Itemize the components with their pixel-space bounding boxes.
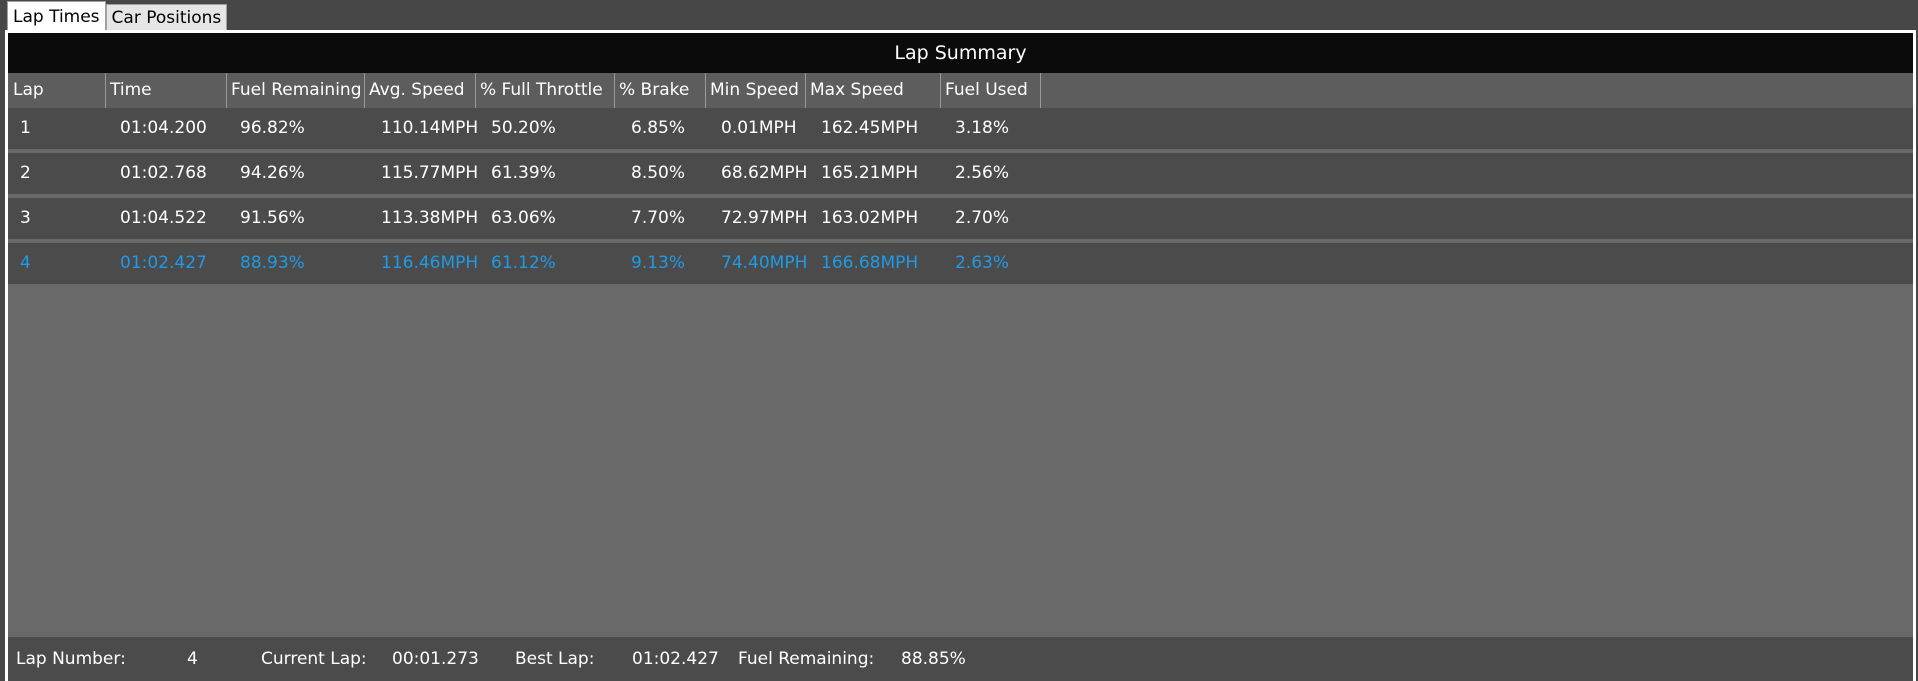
cell-full-throttle: 50.20% bbox=[491, 118, 556, 138]
cell-fuel-used: 2.63% bbox=[955, 253, 1010, 273]
column-header-fuel-remaining[interactable]: Fuel Remaining bbox=[226, 73, 365, 108]
cell-min-speed: 68.62MPH bbox=[721, 163, 808, 183]
cell-fuel-used: 2.70% bbox=[955, 208, 1010, 228]
tab-lap-times[interactable]: Lap Times bbox=[7, 1, 106, 31]
table-row[interactable]: 3 01:04.522 91.56% 113.38MPH 63.06% 7.70% 72.9… bbox=[8, 198, 1913, 239]
cell-max-speed: 162.45MPH bbox=[821, 118, 919, 138]
best-lap-label: Best Lap: bbox=[515, 649, 595, 669]
cell-avg-speed: 113.38MPH bbox=[381, 208, 479, 228]
table-row[interactable]: 4 01:02.427 88.93% 116.46MPH 61.12% 9.13% 74.4… bbox=[8, 243, 1913, 284]
cell-max-speed: 163.02MPH bbox=[821, 208, 919, 228]
cell-avg-speed: 116.46MPH bbox=[381, 253, 479, 273]
column-header-avg-speed[interactable]: Avg. Speed bbox=[364, 73, 476, 108]
column-header-max-speed[interactable]: Max Speed bbox=[805, 73, 941, 108]
lap-number-value: 4 bbox=[187, 649, 198, 669]
cell-brake: 8.50% bbox=[631, 163, 686, 183]
cell-max-speed: 165.21MPH bbox=[821, 163, 919, 183]
cell-brake: 6.85% bbox=[631, 118, 686, 138]
cell-min-speed: 74.40MPH bbox=[721, 253, 808, 273]
lap-summary-grid: Lap Summary Lap Time Fuel Remaining Avg. Sp… bbox=[8, 33, 1913, 681]
cell-lap: 1 bbox=[20, 118, 31, 138]
cell-brake: 7.70% bbox=[631, 208, 686, 228]
cell-fuel-remaining: 88.93% bbox=[240, 253, 305, 273]
cell-avg-speed: 110.14MPH bbox=[381, 118, 479, 138]
tab-strip: Lap Times Car Positions bbox=[7, 1, 228, 31]
cell-time: 01:04.522 bbox=[120, 208, 207, 228]
cell-fuel-remaining: 91.56% bbox=[240, 208, 305, 228]
fuel-remaining-label: Fuel Remaining: bbox=[738, 649, 875, 669]
table-row[interactable]: 2 01:02.768 94.26% 115.77MPH 61.39% 8.50% 68.6… bbox=[8, 153, 1913, 194]
lap-number-label: Lap Number: bbox=[16, 649, 126, 669]
best-lap-value: 01:02.427 bbox=[632, 649, 719, 669]
cell-time: 01:04.200 bbox=[120, 118, 207, 138]
cell-full-throttle: 63.06% bbox=[491, 208, 556, 228]
cell-lap: 3 bbox=[20, 208, 31, 228]
current-lap-label: Current Lap: bbox=[261, 649, 367, 669]
column-header-full-throttle[interactable]: % Full Throttle bbox=[475, 73, 615, 108]
lap-times-panel: Lap Summary Lap Time Fuel Remaining Avg. Sp… bbox=[5, 30, 1916, 681]
current-lap-value: 00:01.273 bbox=[392, 649, 479, 669]
cell-time: 01:02.768 bbox=[120, 163, 207, 183]
cell-brake: 9.13% bbox=[631, 253, 686, 273]
table-row[interactable]: 1 01:04.200 96.82% 110.14MPH 50.20% 6.85% 0.01… bbox=[8, 108, 1913, 149]
column-header-row: Lap Time Fuel Remaining Avg. Speed% Full Th… bbox=[8, 73, 1913, 108]
cell-fuel-remaining: 96.82% bbox=[240, 118, 305, 138]
cell-full-throttle: 61.12% bbox=[491, 253, 556, 273]
tab-car-positions[interactable]: Car Positions bbox=[105, 4, 228, 30]
lap-summary-title: Lap Summary bbox=[8, 33, 1913, 73]
cell-fuel-remaining: 94.26% bbox=[240, 163, 305, 183]
column-header-lap[interactable]: Lap bbox=[8, 73, 106, 108]
column-header-time[interactable]: Time bbox=[105, 73, 227, 108]
cell-fuel-used: 3.18% bbox=[955, 118, 1010, 138]
cell-full-throttle: 61.39% bbox=[491, 163, 556, 183]
cell-lap: 4 bbox=[20, 253, 31, 273]
cell-avg-speed: 115.77MPH bbox=[381, 163, 479, 183]
cell-fuel-used: 2.56% bbox=[955, 163, 1010, 183]
column-header-brake[interactable]: % Brake bbox=[614, 73, 706, 108]
cell-max-speed: 166.68MPH bbox=[821, 253, 919, 273]
column-header-fuel-used[interactable]: Fuel Used bbox=[940, 73, 1041, 108]
cell-min-speed: 72.97MPH bbox=[721, 208, 808, 228]
cell-time: 01:02.427 bbox=[120, 253, 207, 273]
cell-lap: 2 bbox=[20, 163, 31, 183]
fuel-remaining-value: 88.85% bbox=[901, 649, 966, 669]
cell-min-speed: 0.01MPH bbox=[721, 118, 797, 138]
column-header-min-speed[interactable]: Min Speed bbox=[705, 73, 806, 108]
status-footer: Lap Number: 4 Current Lap: 00:01.273 Bes… bbox=[8, 637, 1913, 681]
